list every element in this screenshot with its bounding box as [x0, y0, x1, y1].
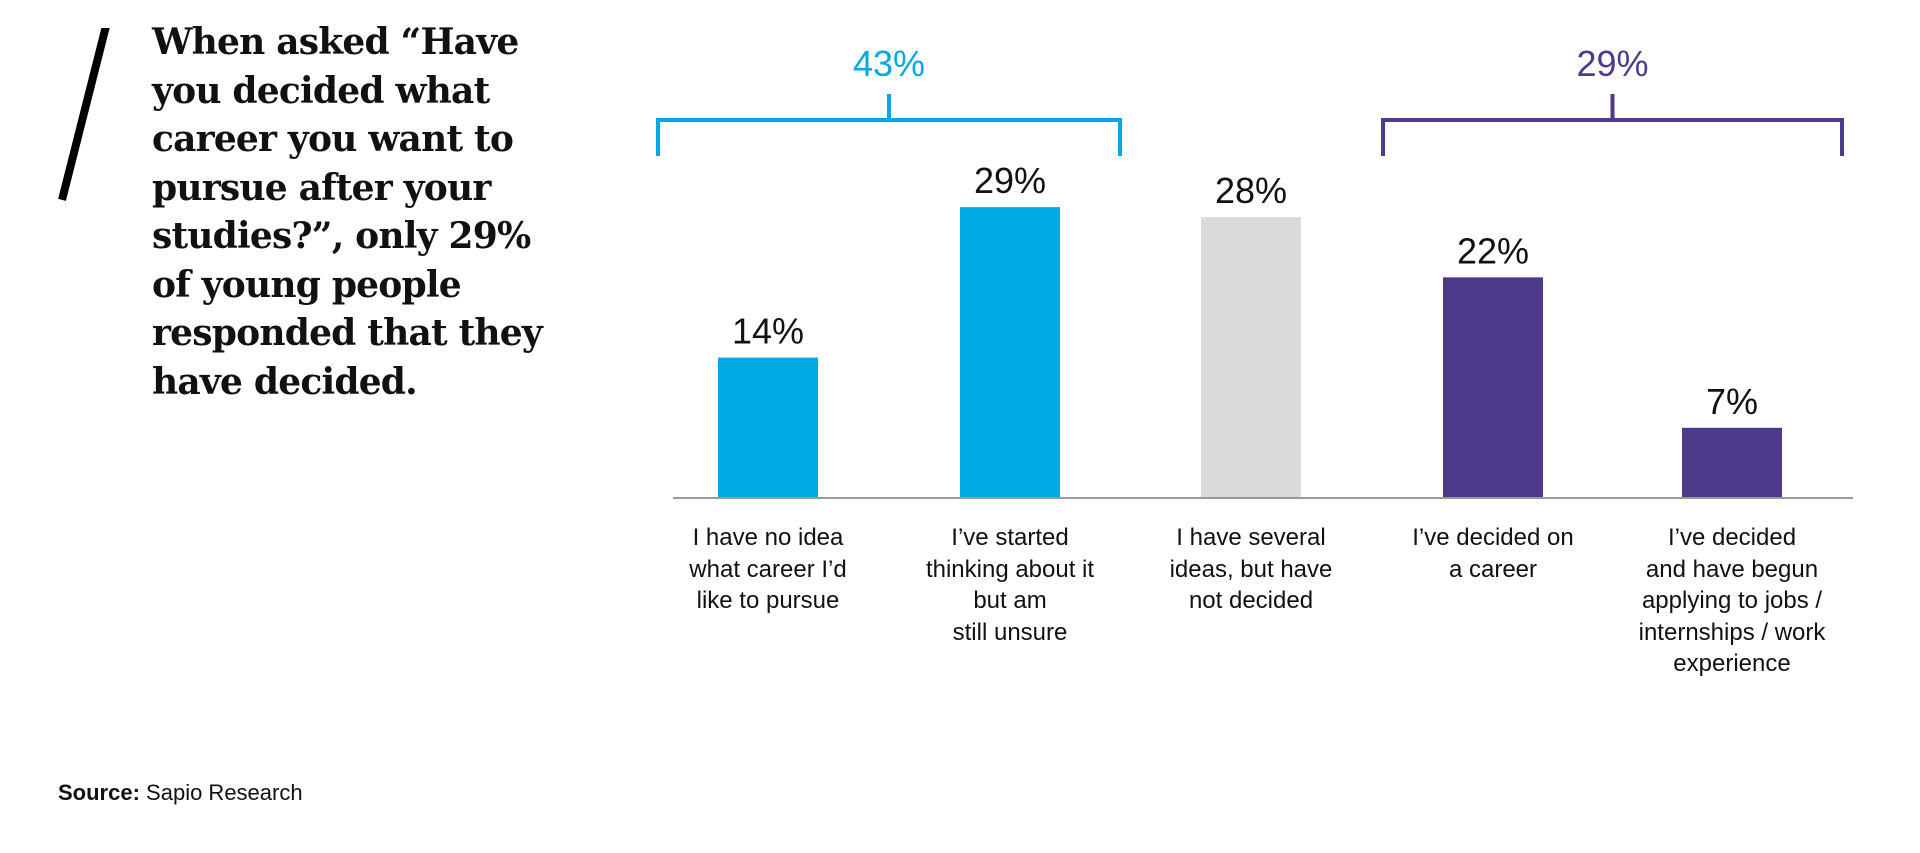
source-text: Sapio Research	[146, 780, 303, 805]
group-total-label-1: 43%	[853, 43, 925, 84]
category-label-2: I’ve started thinking about it but am st…	[925, 524, 1095, 646]
category-label-4: I’ve decided on a career	[1412, 524, 1574, 583]
bar-value-label-5: 7%	[1706, 381, 1758, 422]
group-bracket-2	[1381, 94, 1844, 156]
source-note: Source: Sapio Research	[58, 780, 303, 806]
source-label: Source:	[58, 780, 140, 805]
bar-value-label-3: 28%	[1215, 170, 1287, 211]
category-label-3: I have several ideas, but have not decid…	[1169, 524, 1333, 614]
bar-3	[1201, 217, 1301, 498]
slash-divider-mark	[58, 28, 110, 201]
bar-4	[1443, 277, 1543, 498]
bar-value-label-4: 22%	[1457, 230, 1529, 271]
category-label-5: I’ve decided and have begun applying to …	[1638, 524, 1826, 677]
bar-value-label-2: 29%	[974, 160, 1046, 201]
bar-value-label-1: 14%	[732, 311, 804, 352]
group-bracket-1	[656, 94, 1122, 156]
bar-2	[960, 207, 1060, 498]
bar-1	[718, 357, 818, 498]
category-label-1: I have no idea what career I’d like to p…	[689, 524, 847, 614]
bar-5	[1682, 427, 1782, 498]
group-total-label-2: 29%	[1576, 43, 1648, 84]
headline-text: When asked “Have you decided what career…	[152, 21, 543, 403]
